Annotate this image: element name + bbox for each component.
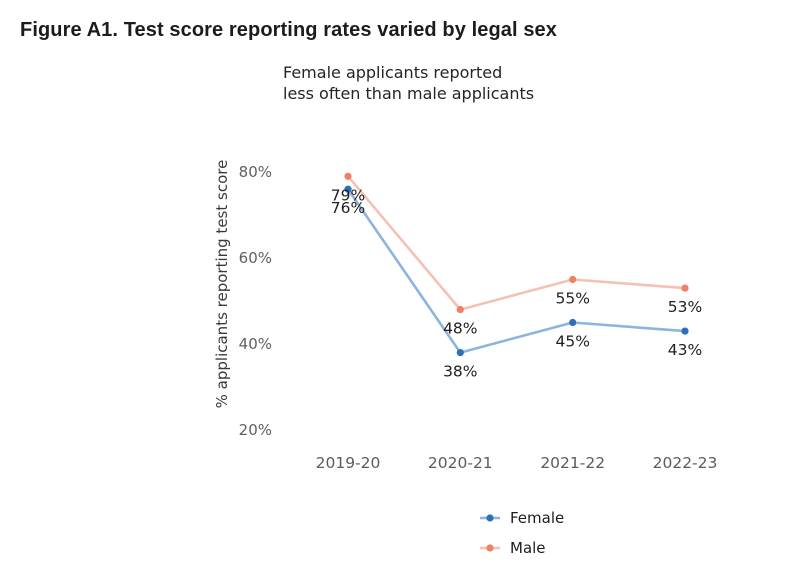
male-line-marker-icon	[480, 544, 500, 552]
male-line	[346, 175, 687, 311]
male-point	[344, 172, 352, 180]
female-point	[681, 327, 689, 335]
x-tick-label: 2022-23	[653, 454, 718, 472]
female-point	[569, 318, 577, 327]
x-tick-label: 2019-20	[316, 454, 381, 472]
y-axis-title: % applicants reporting test score	[213, 160, 231, 409]
y-tick-label: 20%	[239, 421, 272, 439]
y-tick-label: 80%	[239, 163, 272, 181]
male-point	[456, 306, 464, 314]
female-point	[344, 185, 352, 193]
y-tick-label: 60%	[239, 249, 272, 267]
female-line	[346, 187, 687, 354]
female-point-label: 38%	[443, 363, 477, 381]
chart-title-line-1: Female applicants reported	[283, 63, 503, 82]
chart-title-line-2: less often than male applicants	[283, 84, 535, 103]
x-tick-label: 2020-21	[428, 454, 493, 472]
legend-label-female: Female	[510, 509, 565, 527]
x-tick-label: 2021-22	[540, 454, 605, 472]
male-point-label: 48%	[443, 320, 477, 338]
y-tick-label: 40%	[239, 335, 272, 353]
male-point	[681, 284, 689, 292]
legend-label-male: Male	[510, 539, 546, 557]
male-point-label: 79%	[331, 186, 365, 204]
male-point-label: 53%	[668, 298, 702, 316]
female-point-label: 43%	[668, 341, 702, 359]
female-point-label: 45%	[555, 333, 589, 351]
legend-item-male: Male	[479, 536, 564, 560]
legend-item-female: Female	[479, 506, 564, 530]
female-line-marker-icon	[480, 514, 500, 522]
male-point-label: 55%	[555, 290, 589, 308]
figure-title: Figure A1. Test score reporting rates va…	[20, 19, 558, 41]
female-point-label: 76%	[331, 199, 365, 217]
female-point	[456, 349, 464, 357]
chart-legend: Female Male	[479, 506, 564, 560]
male-point	[569, 275, 577, 284]
chart-title: Female applicants reported less often th…	[283, 62, 534, 104]
